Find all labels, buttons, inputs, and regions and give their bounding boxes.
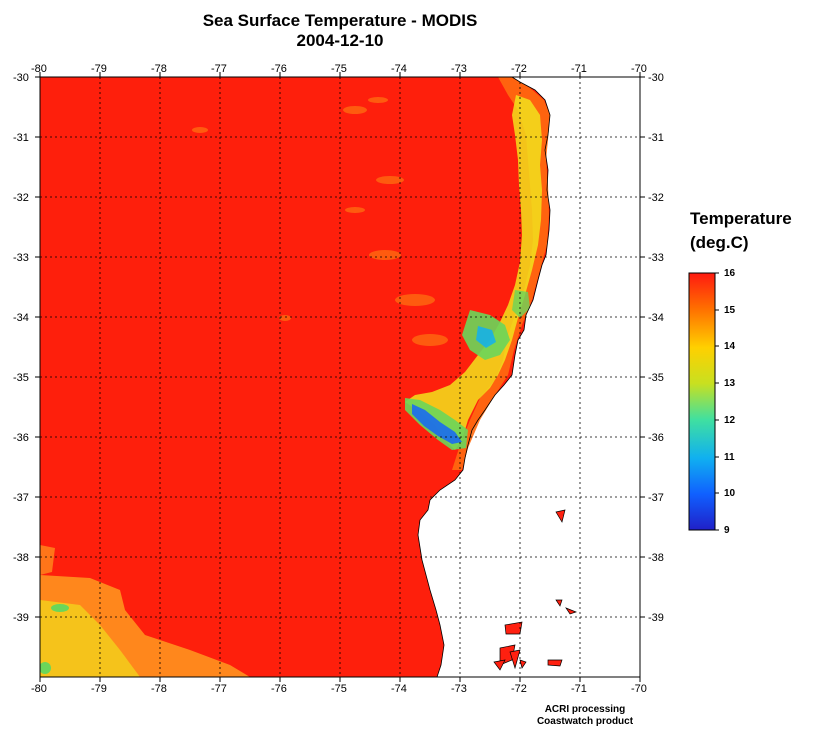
lon-label-bottom: -77 xyxy=(211,683,227,695)
lon-label-bottom: -70 xyxy=(631,683,647,695)
lat-label-right: -33 xyxy=(648,252,664,264)
tick-marks xyxy=(35,72,645,682)
offshore-filaments xyxy=(192,97,448,346)
lon-label-bottom: -73 xyxy=(451,683,467,695)
coastal-band-yellow xyxy=(405,95,542,450)
lat-label-right: -38 xyxy=(648,552,664,564)
legend-units: (deg.C) xyxy=(690,233,749,252)
legend-label: 13 xyxy=(724,378,736,389)
lat-label-left: -31 xyxy=(13,132,29,144)
lat-label-right: -35 xyxy=(648,372,664,384)
lat-label-right: -36 xyxy=(648,432,664,444)
legend-label: 9 xyxy=(724,525,730,536)
lon-label-top: -78 xyxy=(151,63,167,75)
lat-label-left: -30 xyxy=(13,72,29,84)
lat-label-left: -38 xyxy=(13,552,29,564)
cold-upwelling-streak xyxy=(412,404,462,444)
lon-label-bottom: -78 xyxy=(151,683,167,695)
lon-label-top: -70 xyxy=(631,63,647,75)
colorbar xyxy=(688,272,716,531)
lon-label-bottom: -72 xyxy=(511,683,527,695)
lat-label-left: -36 xyxy=(13,432,29,444)
lon-label-bottom: -79 xyxy=(91,683,107,695)
credit-processing: ACRI processing xyxy=(544,704,626,715)
lat-label-left: -33 xyxy=(13,252,29,264)
lon-label-bottom: -74 xyxy=(391,683,407,695)
lon-label-top: -76 xyxy=(271,63,287,75)
lat-label-right: -31 xyxy=(648,132,664,144)
lat-label-left: -34 xyxy=(13,312,29,324)
lon-label-top: -72 xyxy=(511,63,527,75)
lat-label-right: -32 xyxy=(648,192,664,204)
lat-label-right: -34 xyxy=(648,312,664,324)
lat-label-left: -39 xyxy=(13,612,29,624)
lon-label-bottom: -71 xyxy=(571,683,587,695)
lat-label-left: -37 xyxy=(13,492,29,504)
lon-label-top: -74 xyxy=(391,63,407,75)
lon-label-bottom: -80 xyxy=(31,683,47,695)
legend-label: 14 xyxy=(724,341,736,352)
coastline xyxy=(417,77,551,677)
credit-product: Coastwatch product xyxy=(536,716,634,727)
map-title: Sea Surface Temperature - MODIS xyxy=(202,11,478,30)
lon-label-top: -75 xyxy=(331,63,347,75)
legend-label: 15 xyxy=(724,305,736,316)
legend-title: Temperature xyxy=(690,209,792,228)
lat-label-left: -35 xyxy=(13,372,29,384)
islands xyxy=(493,509,578,671)
legend-label: 16 xyxy=(724,268,736,279)
lat-label-right: -39 xyxy=(648,612,664,624)
graticule xyxy=(40,77,640,677)
map-date: 2004-12-10 xyxy=(296,31,384,50)
lon-label-bottom: -76 xyxy=(271,683,287,695)
legend-label: 10 xyxy=(724,488,736,499)
lon-label-top: -79 xyxy=(91,63,107,75)
legend-label: 12 xyxy=(724,415,736,426)
legend-label: 11 xyxy=(724,452,735,463)
lon-label-bottom: -75 xyxy=(331,683,347,695)
lon-label-top: -80 xyxy=(31,63,47,75)
lat-label-right: -30 xyxy=(648,72,664,84)
lon-label-top: -73 xyxy=(451,63,467,75)
lon-label-top: -71 xyxy=(571,63,587,75)
colorbar-ticks xyxy=(715,272,719,531)
lat-label-right: -37 xyxy=(648,492,664,504)
lat-label-left: -32 xyxy=(13,192,29,204)
lon-label-top: -77 xyxy=(211,63,227,75)
